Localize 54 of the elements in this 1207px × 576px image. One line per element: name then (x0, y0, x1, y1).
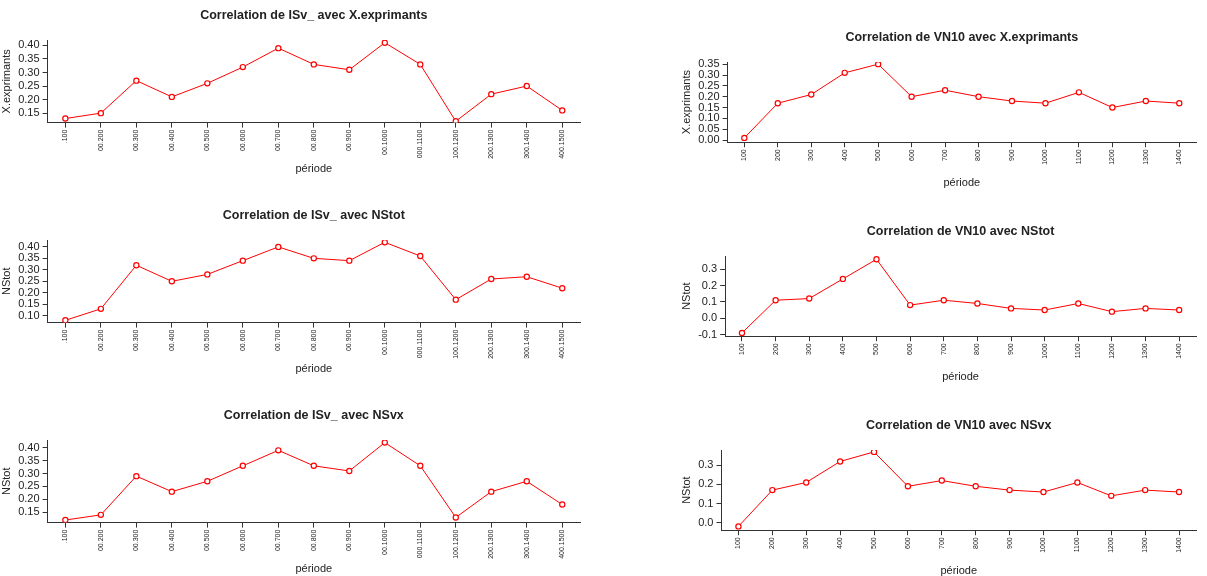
y-axis-title: NStot (0, 267, 12, 296)
y-tick-label: 0.25 (18, 274, 40, 287)
y-tick-label: 0.15 (18, 297, 40, 310)
y-tick-label: 0.15 (18, 505, 40, 518)
y-tick-label: 0.3 (698, 458, 714, 471)
y-tick-label: 0.30 (18, 466, 40, 479)
y-tick-label: 0.25 (18, 79, 40, 92)
y-tick-label: 0.30 (18, 262, 40, 275)
y-tick-label: 0.15 (698, 100, 720, 113)
chart-title: Correlation de ISv_ avec NStot (222, 207, 406, 222)
y-axis-title: NStot (679, 476, 692, 504)
y-tick-label: 0.35 (698, 57, 720, 70)
y-tick-label: 0.25 (18, 479, 40, 492)
y-tick-label: 0.00 (698, 133, 720, 146)
y-tick-label: -0.1 (698, 327, 718, 340)
y-tick-label: 0.05 (698, 122, 720, 135)
y-axis-title: NStot (0, 467, 12, 496)
y-tick-label: 0.10 (698, 111, 720, 124)
chart-title: Correlation de ISv_ avec X.exprimants (200, 7, 428, 22)
y-tick-label: 0.20 (18, 492, 40, 505)
y-tick-label: 0.40 (18, 38, 40, 51)
chart-title: Correlation de VN10 avec NStot (866, 223, 1056, 238)
y-tick-label: 0.20 (18, 285, 40, 298)
y-tick-label: 0.1 (698, 496, 714, 509)
x-axis-title: période (940, 564, 978, 576)
y-tick-label: 0.0 (698, 515, 714, 528)
y-tick-label: 0.25 (698, 78, 720, 91)
y-axis-title: X.exprimants (0, 48, 12, 114)
y-tick-label: 0.35 (18, 453, 40, 466)
y-axis-title: NStot (679, 282, 692, 310)
y-tick-label: 0.0 (701, 311, 718, 324)
chart-title: Correlation de VN10 avec X.exprimants (845, 29, 1079, 44)
x-axis-title: période (943, 176, 981, 189)
y-axis-title: X.exprimants (679, 69, 692, 135)
y-tick-label: 0.40 (18, 440, 40, 453)
x-axis-title: période (295, 562, 333, 575)
y-tick-label: 0.10 (18, 308, 40, 321)
y-tick-label: 0.20 (698, 89, 720, 102)
y-tick-label: 0.35 (18, 51, 40, 64)
x-axis-title: période (295, 362, 333, 375)
y-tick-label: 0.35 (18, 251, 40, 264)
x-axis-title: période (295, 162, 333, 175)
y-tick-label: 0.2 (698, 477, 714, 490)
chart-title: Correlation de VN10 avec NSvx (866, 417, 1052, 432)
y-tick-label: 0.2 (701, 278, 718, 291)
y-tick-label: 0.20 (18, 92, 40, 105)
y-tick-label: 0.3 (701, 262, 718, 275)
y-tick-label: 0.1 (701, 294, 718, 307)
y-tick-label: 0.30 (698, 68, 720, 81)
chart-title: Correlation de ISv_ avec NSvx (223, 407, 404, 422)
x-axis-title: période (942, 370, 979, 383)
y-tick-label: 0.15 (18, 106, 40, 119)
y-tick-label: 0.40 (18, 239, 40, 252)
y-tick-label: 0.30 (18, 65, 40, 78)
